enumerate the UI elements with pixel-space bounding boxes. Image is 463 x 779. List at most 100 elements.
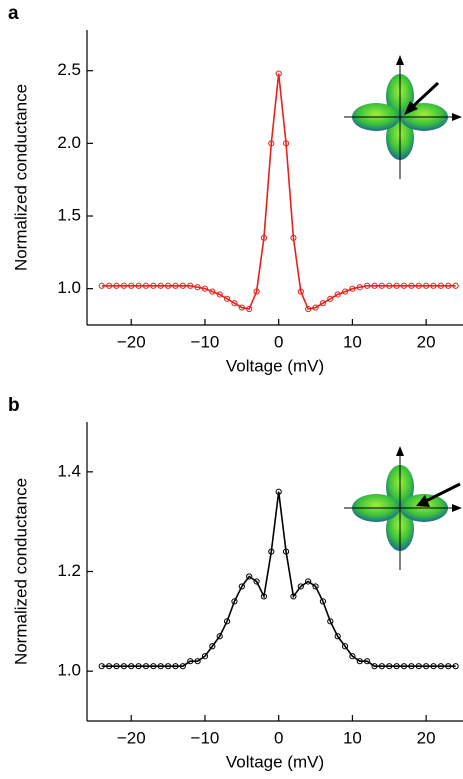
x-tick-label: −20 <box>117 728 146 747</box>
data-point <box>142 663 150 670</box>
data-point <box>400 282 408 289</box>
panel-label: b <box>8 395 20 416</box>
data-point <box>305 578 312 585</box>
data-point <box>378 663 386 670</box>
data-point <box>164 663 172 670</box>
data-point <box>209 643 216 650</box>
data-point <box>164 282 172 289</box>
data-point <box>334 291 341 298</box>
fit-line <box>101 491 456 667</box>
data-point <box>349 653 356 660</box>
data-point <box>327 295 334 302</box>
data-point <box>415 282 422 289</box>
data-point <box>430 282 437 289</box>
y-axis-label: Normalized conductance <box>11 84 30 271</box>
data-point <box>150 282 157 289</box>
x-tick-label: 10 <box>343 332 362 351</box>
data-point <box>253 578 260 585</box>
inset-b <box>344 446 462 570</box>
data-point <box>253 288 260 295</box>
y-axis-label: Normalized conductance <box>11 478 30 665</box>
data-point <box>187 658 194 665</box>
x-tick-label: −10 <box>191 332 220 351</box>
data-point <box>305 305 312 313</box>
data-point <box>445 282 452 289</box>
data-point <box>393 663 400 670</box>
data-point <box>437 663 444 670</box>
data-point <box>312 304 319 311</box>
inset-a <box>344 55 462 179</box>
data-point <box>282 548 290 555</box>
data-point <box>128 663 135 670</box>
x-tick-label: −20 <box>117 332 146 351</box>
data-point <box>223 618 231 625</box>
data-point <box>238 583 245 590</box>
data-point <box>223 295 231 302</box>
data-point <box>378 282 386 289</box>
data-point <box>128 282 135 289</box>
data-point <box>415 663 422 670</box>
data-point <box>356 658 363 665</box>
data-point <box>445 663 452 670</box>
data-point <box>408 282 415 289</box>
data-point <box>172 663 179 670</box>
data-point <box>106 282 113 289</box>
data-point <box>268 548 275 555</box>
data-point <box>393 282 400 289</box>
data-point <box>120 282 127 289</box>
data-point <box>179 282 186 289</box>
data-point <box>142 282 150 289</box>
data-point <box>430 663 437 670</box>
data-point <box>452 663 459 670</box>
x-tick-label: 20 <box>417 332 436 351</box>
data-point <box>341 643 349 650</box>
data-point <box>312 583 319 590</box>
data-point <box>216 633 223 640</box>
data-point <box>423 282 430 289</box>
data-point <box>194 658 201 665</box>
data-point <box>349 285 356 292</box>
data-point <box>452 282 459 289</box>
data-point <box>231 300 238 307</box>
data-point <box>356 284 363 291</box>
data-point <box>260 234 268 241</box>
data-point <box>201 653 209 660</box>
data-point <box>113 282 120 289</box>
data-point <box>268 140 275 147</box>
x-tick-label: −10 <box>191 728 220 747</box>
y-tick-label: 1.4 <box>57 461 81 480</box>
data-point <box>157 282 164 289</box>
data-point <box>319 300 327 307</box>
data-point <box>290 593 297 600</box>
data-point <box>106 663 113 670</box>
x-tick-label: 0 <box>274 728 283 747</box>
data-point <box>135 663 142 670</box>
fit-line <box>101 73 456 310</box>
data-point <box>260 593 268 600</box>
x-tick-label: 10 <box>343 728 362 747</box>
data-point <box>246 305 253 313</box>
data-point <box>179 663 186 670</box>
data-point <box>371 282 378 289</box>
x-tick-label: 0 <box>274 332 283 351</box>
y-tick-label: 1.5 <box>57 205 81 224</box>
data-point <box>290 234 297 241</box>
x-axis-label: Voltage (mV) <box>226 752 324 771</box>
y-tick-label: 2.0 <box>57 133 81 152</box>
data-point <box>216 291 223 298</box>
data-point <box>150 663 157 670</box>
data-point <box>238 304 245 311</box>
data-point <box>386 663 393 670</box>
x-axis-label: Voltage (mV) <box>226 356 324 375</box>
data-point <box>135 282 142 289</box>
data-point <box>98 282 105 289</box>
data-point <box>187 282 194 289</box>
data-point <box>246 573 253 580</box>
data-point <box>386 282 393 289</box>
data-point <box>400 663 408 670</box>
data-point <box>275 488 282 495</box>
data-point <box>209 288 216 295</box>
data-point <box>371 663 378 670</box>
panel-label: a <box>8 3 19 24</box>
